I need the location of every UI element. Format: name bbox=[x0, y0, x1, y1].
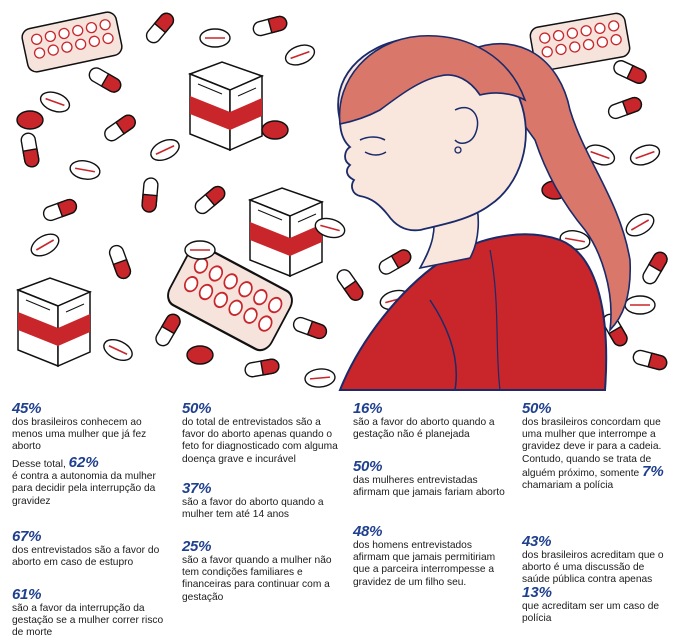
stat-text: são a favor quando a mulher não tem cond… bbox=[182, 555, 332, 603]
stat-text: dos brasileiros concordam que uma mulher… bbox=[522, 417, 662, 479]
stat-percent-secondary: 13% bbox=[522, 583, 553, 601]
stat-block: 37% são a favor do aborto quando a mulhe… bbox=[182, 480, 342, 521]
stat-text-secondary: chamariam a polícia bbox=[522, 480, 614, 492]
pill-box bbox=[249, 187, 323, 277]
stat-percent: 62% bbox=[68, 454, 99, 471]
stat-text: são a favor do aborto quando a mulher te… bbox=[182, 497, 324, 521]
stat-block: 50% dos brasileiros concordam que uma mu… bbox=[522, 400, 670, 492]
stat-text: do total de entrevistados são a favor do… bbox=[182, 417, 338, 465]
pills-and-woman-illustration bbox=[16, 9, 671, 391]
stat-percent: 48% bbox=[353, 523, 383, 540]
stat-text: são a favor da interrupção da gestação s… bbox=[12, 603, 164, 639]
stat-percent: 67% bbox=[12, 528, 42, 545]
pill-box bbox=[189, 61, 263, 151]
stat-text: é contra a autonomia da mulher para deci… bbox=[12, 471, 156, 507]
pill-box bbox=[17, 277, 91, 367]
stat-percent-secondary: 7% bbox=[642, 462, 664, 480]
stat-block: Desse total, 62% é contra a autonomia da… bbox=[12, 454, 170, 508]
stat-prefix: Desse total, bbox=[12, 459, 66, 470]
stat-block: 50% do total de entrevistados são a favo… bbox=[182, 400, 342, 466]
stat-block: 45% dos brasileiros conhecem ao menos um… bbox=[12, 400, 170, 454]
stat-block: 48% dos homens entrevistados afirmam que… bbox=[353, 523, 511, 589]
stat-percent: 16% bbox=[353, 400, 383, 417]
stat-block: 61% são a favor da interrupção da gestaç… bbox=[12, 586, 170, 640]
stat-percent: 50% bbox=[353, 458, 383, 475]
stat-percent: 50% bbox=[182, 400, 212, 417]
stat-block: 25% são a favor quando a mulher não tem … bbox=[182, 538, 342, 604]
stat-percent: 25% bbox=[182, 538, 212, 555]
stat-percent: 50% bbox=[522, 400, 552, 417]
stat-text: são a favor do aborto quando a gestação … bbox=[353, 417, 495, 441]
stat-text: dos entrevistados são a favor do aborto … bbox=[12, 545, 160, 569]
stat-text: dos brasileiros conhecem ao menos uma mu… bbox=[12, 417, 147, 453]
stat-block: 67% dos entrevistados são a favor do abo… bbox=[12, 528, 170, 569]
stat-block: 43% dos brasileiros acreditam que o abor… bbox=[522, 533, 670, 625]
stat-percent: 37% bbox=[182, 480, 212, 497]
stat-text: das mulheres entrevistadas afirmam que j… bbox=[353, 475, 505, 499]
woman-figure bbox=[337, 35, 631, 391]
stat-text: dos homens entrevistados afirmam que jam… bbox=[353, 540, 496, 588]
stat-percent: 43% bbox=[522, 533, 552, 550]
blister-pack bbox=[19, 9, 125, 75]
stat-text: dos brasileiros acreditam que o aborto é… bbox=[522, 550, 664, 586]
stat-percent: 45% bbox=[12, 400, 42, 417]
stat-block: 16% são a favor do aborto quando a gesta… bbox=[353, 400, 511, 441]
stat-text-secondary: que acreditam ser um caso de polícia bbox=[522, 600, 660, 625]
stat-percent: 61% bbox=[12, 586, 42, 603]
stat-block: 50% das mulheres entrevistadas afirmam q… bbox=[353, 458, 511, 499]
